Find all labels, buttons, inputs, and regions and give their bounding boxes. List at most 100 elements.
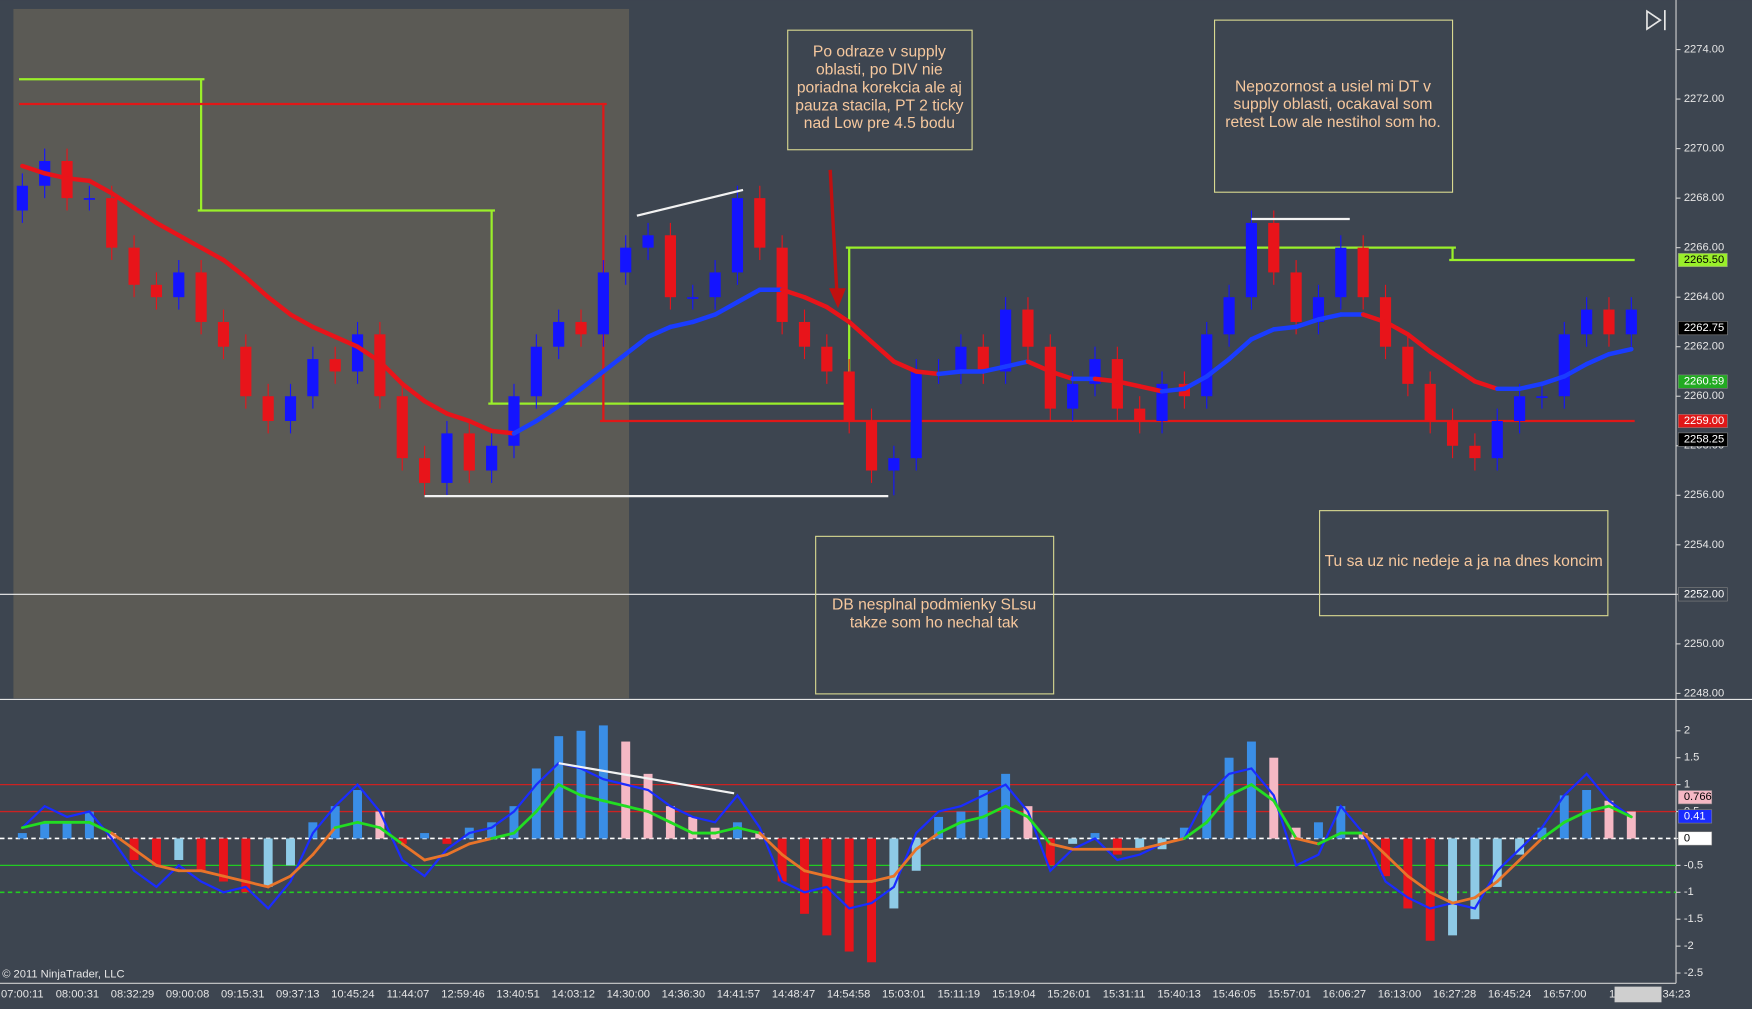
histogram-bar (531, 768, 541, 839)
signal-segment (87, 820, 114, 835)
histogram-bar (1537, 827, 1547, 839)
signal-segment (1294, 837, 1320, 846)
signal-segment (1607, 804, 1633, 819)
signal-segment (110, 831, 136, 851)
histogram-bar (1582, 790, 1592, 839)
signal-segment (1182, 820, 1209, 840)
signal-segment (1227, 783, 1253, 797)
candle-body (1335, 247, 1347, 298)
signal-segment (311, 826, 337, 857)
candle-body (1134, 408, 1146, 422)
ema-segment (1092, 376, 1120, 384)
histogram-bar (1291, 827, 1301, 839)
candle-body (1446, 421, 1459, 446)
price-marker-label: 2260.59 (1684, 376, 1724, 388)
ema-segment (1405, 332, 1433, 354)
signal-segment (1473, 880, 1499, 900)
signal-segment (534, 783, 561, 813)
signal-segment (914, 831, 940, 851)
x-tick-label: 14:30:00 (607, 988, 650, 1000)
x-tick-label: 15:46:05 (1213, 988, 1256, 1000)
signal-segment (1048, 842, 1075, 851)
histogram-bar (1202, 795, 1212, 839)
candle-body (687, 297, 699, 299)
histogram-bar (84, 811, 94, 839)
candle-body (16, 185, 28, 211)
y-tick-label: 2248.00 (1684, 687, 1724, 699)
y-tick-label: 2264.00 (1684, 291, 1724, 303)
signal-segment (400, 842, 426, 862)
x-tick-label: 16:27:28 (1433, 988, 1476, 1000)
signal-segment (758, 831, 784, 857)
x-tick-label: 15:40:13 (1157, 988, 1200, 1000)
end-icon[interactable] (1646, 9, 1666, 31)
candle-body (1000, 309, 1012, 372)
ema-segment (265, 294, 293, 317)
ema-segment (1450, 364, 1478, 384)
note-text: nad Low pre 4.5 bodu (804, 115, 955, 132)
ema-segment (735, 287, 763, 305)
candle-body (1044, 346, 1056, 409)
ema-segment (1137, 384, 1165, 394)
histogram-bar (487, 822, 497, 839)
histogram-bar (1135, 838, 1145, 850)
icon[interactable] (1646, 9, 1662, 31)
histogram-bar (62, 822, 72, 839)
x-tick-label: 15:11:19 (937, 988, 980, 1000)
histogram-bar (732, 822, 742, 839)
ema-segment (556, 386, 584, 409)
y-tick-label: 2270.00 (1684, 143, 1724, 155)
ema-segment (1249, 327, 1277, 342)
signal-segment (333, 820, 359, 830)
histogram-bar (934, 816, 944, 839)
histogram-bar (40, 822, 50, 839)
x-tick-label: 15:26:01 (1047, 988, 1090, 1000)
ema-segment (198, 245, 226, 263)
scroll-thumb[interactable] (1614, 986, 1662, 1003)
session-shade (13, 8, 630, 699)
candle-body (776, 247, 788, 322)
candle-body (955, 346, 967, 372)
histogram-bar (17, 833, 27, 839)
y-tick-label: -0.5 (1684, 859, 1703, 871)
ema-segment (578, 369, 606, 392)
candle-body (1424, 383, 1436, 422)
signal-segment (423, 853, 449, 862)
candle-body (888, 458, 900, 471)
candle-body (620, 247, 632, 273)
candle-body (1603, 309, 1615, 335)
x-tick-label: 15:03:01 (882, 988, 925, 1000)
x-tick-label: 13:40:51 (496, 988, 539, 1000)
ema-segment (1539, 374, 1567, 387)
signal-segment (579, 793, 605, 803)
arrow-head (829, 288, 846, 309)
signal-segment (1562, 810, 1589, 824)
candle-body (1357, 247, 1369, 298)
histogram-bar (867, 838, 876, 963)
ema-segment (154, 220, 182, 238)
candle-body (553, 321, 565, 347)
histogram-bar (1336, 806, 1346, 839)
histogram-bar (1559, 795, 1569, 839)
signal-segment (601, 799, 628, 808)
signal-segment (803, 869, 829, 878)
x-tick-label: 08:32:29 (111, 988, 154, 1000)
price-marker-label: 2265.50 (1684, 254, 1724, 266)
x-tick-label: 15:31:11 (1103, 988, 1146, 1000)
note-text: Po odraze v supply (813, 44, 946, 61)
histogram-bar (219, 838, 228, 882)
x-tick-label: 14:03:12 (551, 988, 594, 1000)
candle-body (664, 235, 676, 298)
candle-body (1581, 309, 1593, 335)
candle-body (329, 359, 341, 372)
x-tick-label: 14:54:58 (827, 988, 870, 1000)
candle-body (575, 321, 587, 335)
signal-segment (646, 810, 672, 824)
candle-body (1268, 222, 1280, 273)
ema-segment (824, 304, 852, 325)
price-marker (1677, 374, 1728, 389)
signal-segment (1004, 804, 1030, 819)
histogram-bar (1604, 800, 1614, 839)
candle-body (865, 421, 878, 471)
